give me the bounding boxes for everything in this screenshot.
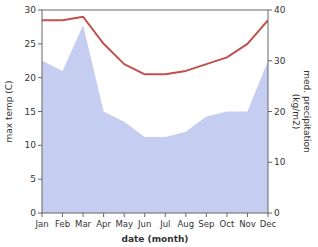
y-tick — [38, 179, 42, 180]
x-tick-label: Oct — [220, 219, 235, 229]
x-tick — [206, 213, 207, 217]
plot-area — [42, 17, 268, 213]
y2-tick-label: 30 — [274, 56, 286, 66]
x-tick-label: Feb — [55, 219, 70, 229]
y2-tick — [268, 111, 272, 112]
y2-axis-label-line: med. precipitation — [302, 70, 312, 152]
x-tick-label: May — [115, 219, 133, 229]
x-tick — [83, 213, 84, 217]
x-tick — [268, 213, 269, 217]
x-tick — [185, 213, 186, 217]
x-tick — [226, 213, 227, 217]
y2-tick — [268, 213, 272, 214]
x-tick — [144, 213, 145, 217]
x-tick-label: Aug — [178, 219, 195, 229]
y-axis-label: max temp (C) — [4, 80, 14, 142]
temp-line — [42, 17, 268, 75]
y-tick — [38, 145, 42, 146]
x-tick-label: Mar — [75, 219, 92, 229]
y-tick-label: 25 — [25, 39, 36, 49]
x-axis-label: date (month) — [122, 234, 189, 244]
x-tick — [124, 213, 125, 217]
y2-tick-label: 20 — [274, 107, 286, 117]
y-tick — [38, 43, 42, 44]
x-tick — [103, 213, 104, 217]
x-tick — [165, 213, 166, 217]
y-tick-label: 30 — [25, 5, 37, 15]
x-tick — [62, 213, 63, 217]
y-tick — [38, 213, 42, 214]
y-tick — [38, 111, 42, 112]
x-tick — [42, 213, 43, 217]
x-tick-label: Nov — [239, 219, 256, 229]
y-tick-label: 0 — [30, 208, 36, 218]
x-tick-label: Apr — [96, 219, 111, 229]
y-tick-label: 15 — [25, 107, 36, 117]
y2-axis-label-line: (kg/m2) — [291, 94, 301, 129]
y2-tick — [268, 60, 272, 61]
plot-frame — [42, 10, 268, 213]
x-tick-label: Jan — [34, 219, 48, 229]
y2-tick — [268, 10, 272, 11]
x-tick-label: Jul — [159, 219, 170, 229]
y-tick — [38, 77, 42, 78]
x-tick-label: Dec — [260, 219, 277, 229]
y2-tick-label: 40 — [274, 5, 286, 15]
x-tick-label: Jun — [137, 219, 151, 229]
x-tick-label: Sep — [198, 219, 214, 229]
chart: 0 5 10 15 20 25 30 0 10 20 30 40 Jan Feb Mar Apr May Jun J… — [0, 0, 318, 247]
y-tick — [38, 10, 42, 11]
y2-tick-label: 10 — [274, 157, 286, 167]
x-tick — [247, 213, 248, 217]
y-tick-label: 5 — [30, 174, 36, 184]
y-tick-label: 20 — [25, 73, 37, 83]
y2-axis-label: med. precipitation(kg/m2) — [291, 70, 312, 152]
y-tick-label: 10 — [25, 140, 37, 150]
y2-tick — [268, 162, 272, 163]
y2-tick-label: 0 — [274, 208, 280, 218]
